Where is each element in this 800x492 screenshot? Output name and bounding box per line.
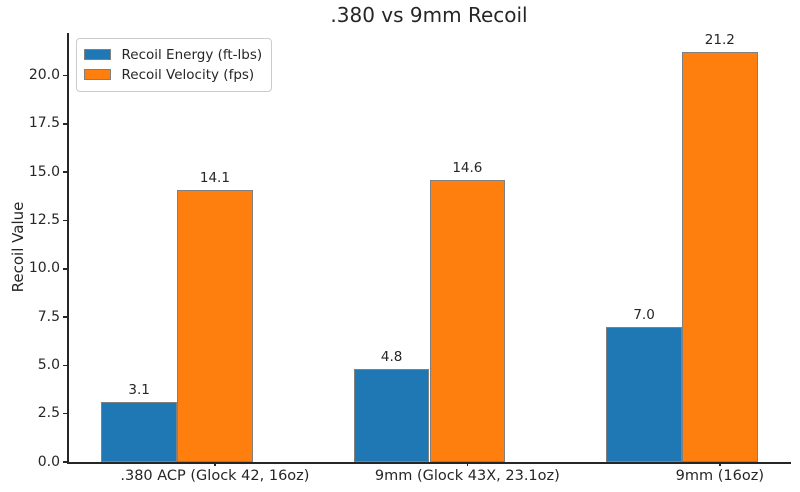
y-tick-label: 5.0 (37, 356, 60, 373)
y-tick-label: 0.0 (37, 453, 60, 470)
bar-series1-cat0 (177, 189, 253, 462)
y-tick-label: 17.5 (28, 115, 60, 132)
chart-title: .380 vs 9mm Recoil (330, 3, 528, 27)
y-tick (63, 316, 67, 318)
y-tick (63, 268, 67, 270)
y-tick (63, 123, 67, 125)
y-tick-label: 20.0 (28, 67, 60, 83)
x-tick-label: .380 ACP (Glock 42, 16oz) (120, 468, 310, 484)
bar-series0-cat2 (606, 326, 682, 462)
y-tick (63, 461, 67, 463)
x-axis-spine (67, 462, 791, 464)
legend-label: Recoil Velocity (fps) (121, 66, 255, 83)
y-tick (63, 219, 67, 222)
y-tick-label: 7.5 (37, 308, 60, 325)
legend-item-1: Recoil Velocity (fps) (83, 65, 263, 85)
x-tick-label: 9mm (Glock 43X, 23.1oz) (374, 468, 560, 484)
y-tick (63, 412, 67, 415)
y-tick (63, 364, 67, 367)
y-tick-label: 2.5 (37, 405, 60, 422)
legend-label: Recoil Energy (ft-lbs) (121, 46, 263, 63)
bar-value-label: 21.2 (704, 32, 735, 49)
y-tick (63, 171, 67, 173)
x-tick-label: 9mm (16oz) (675, 468, 764, 484)
x-tick (214, 462, 216, 466)
legend: Recoil Energy (ft-lbs) Recoil Velocity (f… (75, 37, 273, 92)
bar-series0-cat0 (101, 402, 178, 462)
bar-value-label: 14.6 (452, 159, 483, 176)
bar-series1-cat1 (429, 179, 506, 462)
legend-swatch-icon (83, 49, 111, 60)
bar-series1-cat2 (681, 52, 758, 462)
legend-item-0: Recoil Energy (ft-lbs) (83, 45, 263, 65)
y-tick (63, 74, 67, 77)
plot-area: 3.1 4.8 7.0 14.1 14.6 21.2 Recoil Energy (ft-… (67, 32, 791, 464)
bar-value-label: 3.1 (128, 382, 150, 399)
y-axis-spine (67, 33, 69, 462)
bar-value-label: 14.1 (199, 169, 230, 186)
y-tick-label: 15.0 (28, 163, 60, 180)
legend-swatch-icon (83, 69, 111, 80)
bar-value-label: 4.8 (380, 349, 403, 366)
y-tick-label: 10.0 (28, 260, 60, 277)
x-tick (466, 462, 469, 466)
bar-value-label: 7.0 (633, 306, 655, 323)
y-tick-label: 12.5 (28, 211, 60, 228)
x-tick (719, 462, 721, 466)
bar-series0-cat1 (353, 369, 430, 462)
